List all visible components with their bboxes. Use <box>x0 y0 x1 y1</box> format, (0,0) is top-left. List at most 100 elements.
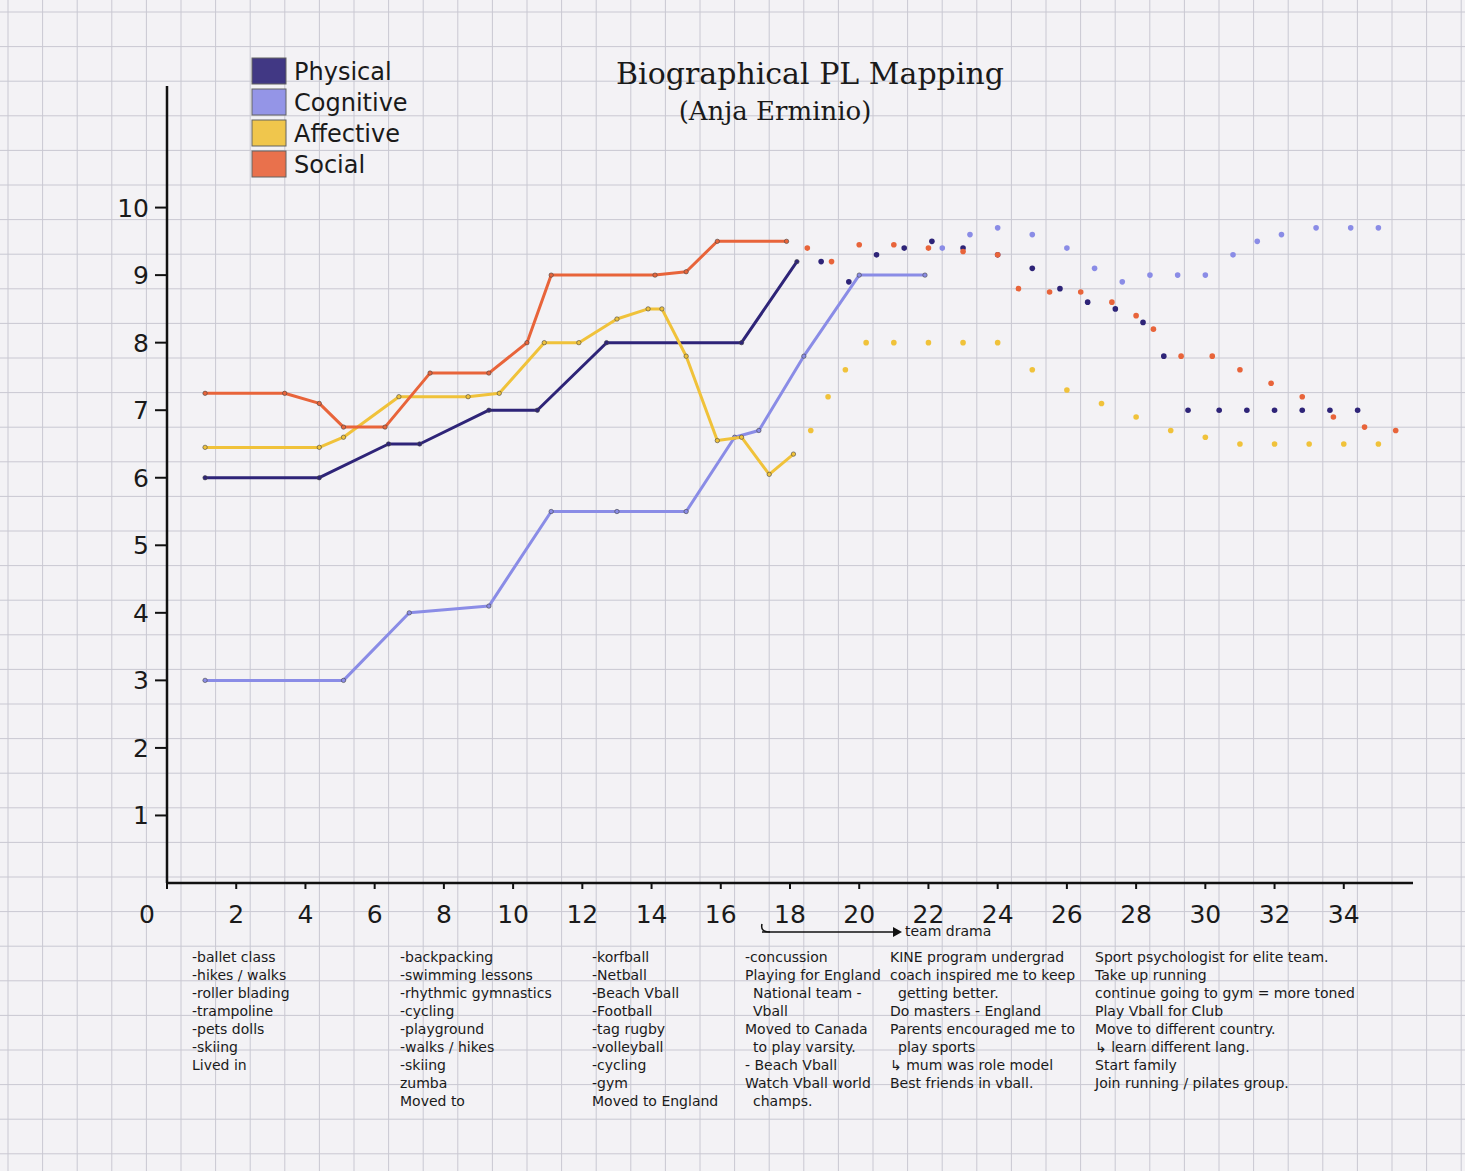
annotation: -Beach Vball <box>592 985 679 1001</box>
y-tick-label: 10 <box>117 194 149 223</box>
data-point <box>282 391 286 395</box>
annotation-line: -ballet class <box>192 949 276 965</box>
y-tick-label: 9 <box>133 261 149 290</box>
data-point <box>1341 441 1347 447</box>
annotation-line: -rhythmic gymnastics <box>400 985 552 1001</box>
annotation-line: Moved to Canada <box>745 1021 868 1037</box>
x-tick <box>858 883 860 889</box>
data-point <box>341 425 345 429</box>
data-point <box>791 452 795 456</box>
annotation: zumba <box>400 1075 447 1091</box>
data-point <box>684 270 688 274</box>
paper-grid <box>0 0 1465 1171</box>
y-tick <box>155 612 167 614</box>
data-point <box>386 442 390 446</box>
annotation-line: -skiing <box>400 1057 446 1073</box>
data-point <box>1078 289 1084 295</box>
series-line <box>205 275 925 680</box>
data-point <box>829 259 835 265</box>
annotation: continue going to gym = more toned <box>1095 985 1355 1001</box>
data-point <box>317 401 321 405</box>
data-point <box>901 245 907 251</box>
data-point <box>383 425 387 429</box>
x-tick-label: 28 <box>1120 900 1152 929</box>
data-point <box>846 279 852 285</box>
annotation: Moved to <box>400 1093 465 1109</box>
data-point <box>1016 286 1022 292</box>
paper-line <box>146 0 147 1171</box>
data-point <box>535 408 539 412</box>
annotation-line: -Netball <box>592 967 647 983</box>
annotation-line: Lived in <box>192 1057 247 1073</box>
paper-line <box>42 0 43 1171</box>
annotation-line: Playing for England <box>745 967 881 983</box>
annotation-line: -backpacking <box>400 949 493 965</box>
arrow-line <box>762 931 893 933</box>
paper-line <box>0 634 1465 635</box>
x-tick <box>1343 883 1345 889</box>
data-point <box>341 435 345 439</box>
annotation: Take up running <box>1094 967 1207 983</box>
annotation: Sport psychologist for elite team. <box>1095 949 1329 965</box>
data-point <box>525 340 529 344</box>
annotation-line: Take up running <box>1094 967 1207 983</box>
data-point <box>715 239 719 243</box>
x-tick <box>443 883 445 889</box>
paper-line <box>0 461 1465 462</box>
subtitle: (Anja Erminio) <box>679 96 872 126</box>
annotation-line: getting better. <box>898 985 999 1001</box>
annotation-line: Moved to England <box>592 1093 718 1109</box>
annotation-line: - Beach Vball <box>745 1057 837 1073</box>
data-point <box>660 307 664 311</box>
data-point <box>1057 286 1063 292</box>
data-point <box>1376 225 1382 231</box>
data-point <box>1254 239 1260 245</box>
x-tick-label: 8 <box>436 900 452 929</box>
paper-line <box>0 254 1465 255</box>
data-point <box>653 273 657 277</box>
y-tick <box>155 477 167 479</box>
data-point <box>1306 441 1312 447</box>
annotation-line: -hikes / walks <box>192 967 286 983</box>
data-point <box>1376 441 1382 447</box>
data-point <box>1331 414 1337 420</box>
data-point <box>203 445 207 449</box>
annotation: -ballet class <box>192 949 276 965</box>
annotation-line: Sport psychologist for elite team. <box>1095 949 1329 965</box>
data-point <box>428 371 432 375</box>
annotation-line: ↳ learn different lang. <box>1095 1039 1250 1055</box>
x-tick <box>512 883 514 889</box>
annotation: -swimming lessons <box>400 967 533 983</box>
annotation-line: -cycling <box>592 1057 646 1073</box>
annotation: Lived in <box>192 1057 247 1073</box>
annotation: Best friends in vball. <box>890 1075 1033 1091</box>
y-tick-label: 8 <box>133 329 149 358</box>
annotation-line: -roller blading <box>192 985 290 1001</box>
annotation: Play Vball for Club <box>1095 1003 1223 1019</box>
series-line <box>205 241 786 427</box>
data-point <box>397 394 401 398</box>
data-point <box>757 428 761 432</box>
paper-line <box>0 738 1465 739</box>
x-tick-label: 0 <box>139 900 155 929</box>
paper-line <box>0 1153 1465 1154</box>
annotation: Playing for EnglandNational team -Vball <box>745 967 881 1019</box>
y-tick-label: 6 <box>133 464 149 493</box>
data-point <box>1313 225 1319 231</box>
annotation: Watch Vball worldchamps. <box>745 1075 871 1109</box>
data-point <box>487 371 491 375</box>
data-point <box>891 340 897 346</box>
annotation-line: zumba <box>400 1075 447 1091</box>
data-point <box>1268 380 1274 386</box>
annotation-line: -playground <box>400 1021 484 1037</box>
data-point <box>615 317 619 321</box>
annotation-line: -skiing <box>192 1039 238 1055</box>
paper-line <box>77 0 78 1171</box>
annotation-line: -Beach Vball <box>592 985 679 1001</box>
annotation-line: continue going to gym = more toned <box>1095 985 1355 1001</box>
data-point <box>1029 232 1035 238</box>
data-point <box>1168 428 1174 434</box>
data-point <box>1085 299 1091 305</box>
annotation: -skiing <box>400 1057 446 1073</box>
paper-line <box>0 358 1465 359</box>
